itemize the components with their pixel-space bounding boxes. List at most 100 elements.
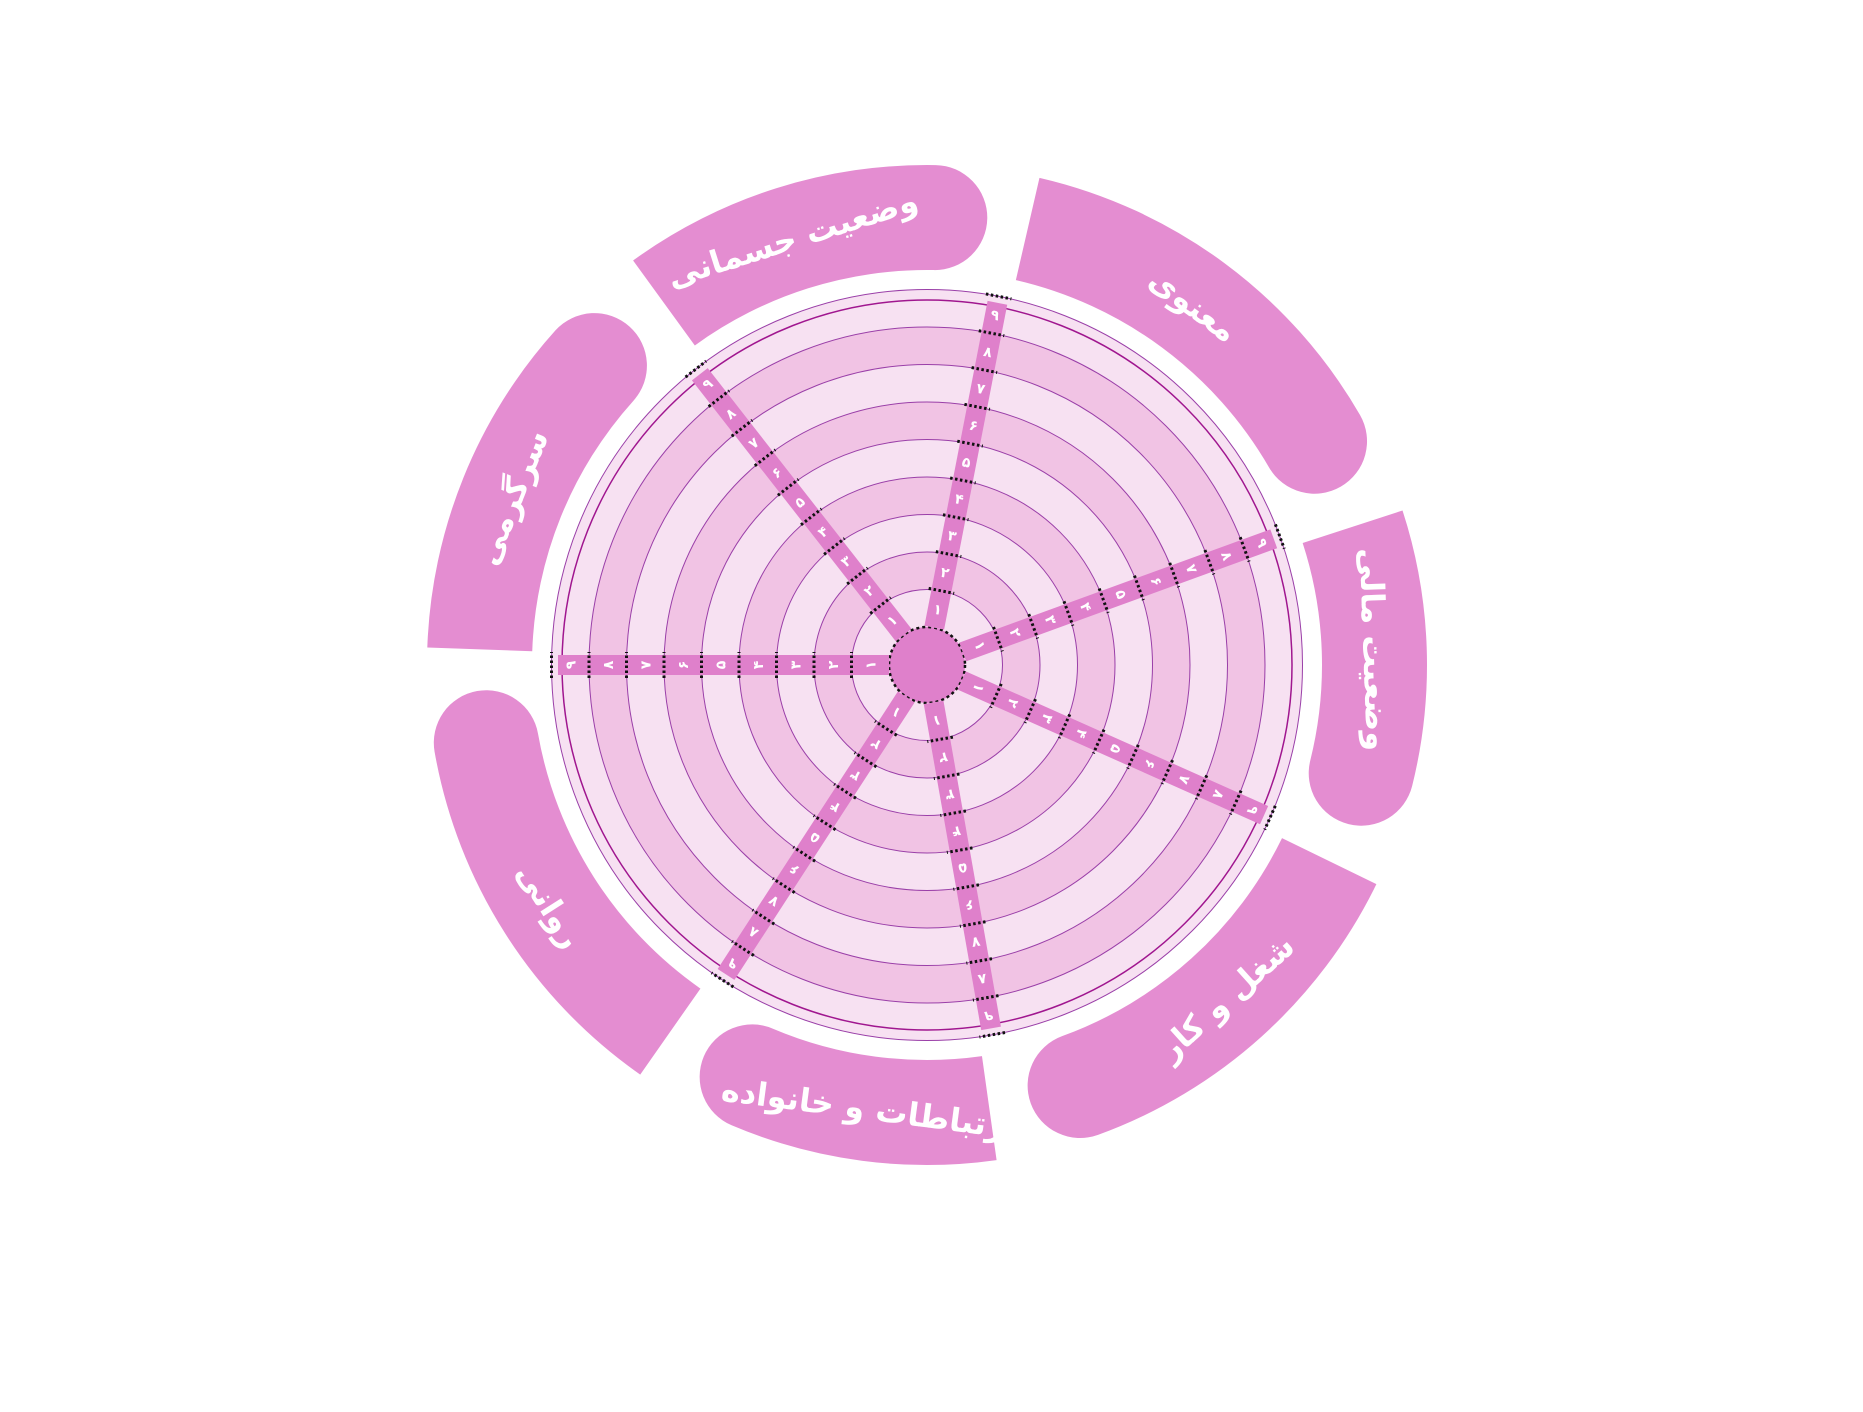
level-tick (979, 1031, 1006, 1039)
level-tick (946, 846, 973, 854)
level-tick (823, 537, 846, 556)
label-family: ارتباطات و خانواده (699, 1024, 1018, 1165)
level-tick (730, 419, 754, 438)
level-number: ۴ (950, 822, 962, 839)
level-number: ۷ (638, 660, 654, 669)
level-number: ۴ (751, 660, 767, 669)
level-tick (1027, 613, 1040, 640)
level-tick (1229, 789, 1243, 815)
spoke-bar (923, 700, 1001, 1031)
level-tick (933, 772, 960, 781)
level-tick (869, 596, 892, 615)
label-spiritual: معنوی (1015, 177, 1368, 494)
level-tick (992, 626, 1004, 652)
level-number: ۲ (937, 748, 949, 765)
level-tick (1168, 562, 1180, 588)
level-number: ۵ (713, 660, 729, 669)
level-tick (972, 994, 999, 1002)
level-tick (710, 971, 735, 989)
level-number: ۶ (968, 418, 979, 435)
label-band (427, 313, 647, 652)
level-tick (978, 329, 1005, 338)
level-tick (985, 292, 1012, 301)
level-number: ۱ (931, 711, 942, 728)
label-band (633, 165, 988, 346)
level-number: ۶ (964, 896, 975, 913)
level-number: ۱ (932, 602, 943, 619)
center-hub (887, 625, 967, 705)
level-tick (1126, 744, 1140, 770)
level-tick (753, 448, 777, 467)
label-financial: وضعیت مالی (1302, 510, 1427, 826)
level-number: ۳ (788, 660, 804, 669)
level-tick (707, 389, 731, 408)
label-text: وضعیت مالی (1352, 547, 1397, 751)
level-tick (942, 513, 969, 522)
spoke-bar (691, 368, 912, 642)
level-tick (949, 476, 976, 485)
level-tick (812, 814, 837, 832)
level-tick (953, 883, 980, 891)
level-tick (928, 586, 955, 595)
label-band (433, 690, 701, 1075)
spoke-bar (957, 671, 1269, 825)
level-number: ۶ (676, 661, 692, 670)
level-number: ۳ (946, 528, 958, 545)
level-tick (1238, 536, 1251, 563)
level-number: ۳ (944, 785, 956, 802)
level-tick (853, 751, 878, 769)
level-tick (684, 359, 707, 379)
level-tick (966, 957, 993, 965)
level-tick (1062, 600, 1075, 627)
label-mental: روانی (433, 690, 701, 1075)
level-tick (1057, 713, 1072, 739)
label-band (699, 1024, 997, 1165)
level-number: ۸ (976, 970, 988, 987)
spoke-bar (959, 529, 1278, 662)
level-tick (940, 809, 967, 817)
level-tick (1273, 523, 1286, 550)
level-tick (959, 920, 986, 928)
level-tick (751, 908, 776, 926)
level-number: ۸ (601, 660, 617, 669)
level-tick (1023, 698, 1037, 724)
spoke-bar (717, 691, 915, 980)
level-rings (551, 289, 1303, 1041)
level-tick (964, 402, 991, 411)
label-band (1015, 177, 1368, 494)
level-tick (1092, 728, 1106, 754)
label-leisure: سرگرمی (427, 313, 647, 652)
level-tick (846, 566, 869, 586)
level-tick (874, 719, 898, 737)
level-tick (971, 366, 998, 374)
level-tick (1097, 587, 1110, 614)
spoke-spiritual: ۱ ۲ ۳ ۴ ۵ ۶ ۷ ۸ ۹ (924, 292, 1012, 630)
level-number: ۲ (939, 565, 951, 582)
level-tick (777, 478, 800, 497)
level-tick (772, 877, 796, 894)
level-number: ۵ (961, 454, 973, 471)
spoke-leisure: ۱ ۲ ۳ ۴ ۵ ۶ ۷ ۸ ۹ (550, 652, 889, 678)
category-spokes: ۱۲۳۴۵۶۷۸۹۱۲۳۴۵۶۷۸۹۱۲۳۴۵۶۷۸۹۱۲۳۴۵۶۷۸۹۱۲۳۴… (550, 292, 1286, 1039)
level-tick (1194, 774, 1209, 800)
level-tick (1160, 759, 1174, 785)
level-number: ۵ (957, 859, 969, 876)
level-number: ۹ (989, 307, 1001, 324)
level-tick (833, 782, 857, 800)
level-number: ۱ (863, 661, 879, 670)
level-tick (800, 507, 823, 527)
level-number: ۹ (983, 1007, 995, 1024)
level-number: ۷ (970, 933, 982, 950)
label-band (1302, 510, 1427, 826)
level-number: ۲ (826, 660, 842, 669)
level-number: ۴ (953, 491, 965, 508)
label-band (1027, 838, 1377, 1138)
level-tick (927, 735, 954, 744)
level-tick (935, 550, 962, 559)
spoke-family: ۱ ۲ ۳ ۴ ۵ ۶ ۷ ۸ ۹ (923, 700, 1006, 1039)
